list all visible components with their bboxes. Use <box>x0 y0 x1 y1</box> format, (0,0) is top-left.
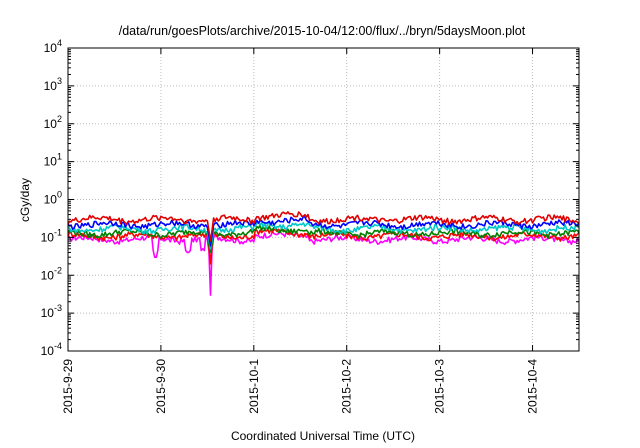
x-tick-label: 2015-10-2 <box>340 359 354 414</box>
y-tick-label: 102 <box>44 114 62 131</box>
y-axis: 104 103 102 101 100 10-1 10-2 10-3 10-4 <box>41 38 579 358</box>
x-axis-label: Coordinated Universal Time (UTC) <box>231 429 415 443</box>
x-tick-label: 2015-10-4 <box>526 359 540 414</box>
y-axis-label: cGy/day <box>18 178 32 222</box>
x-axis: 2015-9-29 2015-9-30 2015-10-1 2015-10-2 2015… <box>61 48 540 414</box>
x-tick-label: 2015-9-30 <box>154 359 168 414</box>
y-tick-label: 10-4 <box>41 341 62 358</box>
series-line <box>67 230 580 296</box>
y-tick-label: 10-1 <box>41 227 62 244</box>
series-line <box>67 215 580 247</box>
grid <box>68 48 579 351</box>
y-tick-label: 100 <box>44 190 62 207</box>
series-line <box>67 211 580 242</box>
chart-title: /data/run/goesPlots/archive/2015-10-04/1… <box>119 24 526 38</box>
x-tick-label: 2015-10-1 <box>247 359 261 414</box>
series-line <box>67 228 580 265</box>
plot-area <box>67 211 580 296</box>
y-tick-label: 101 <box>44 152 62 169</box>
y-tick-label: 103 <box>44 76 62 93</box>
y-tick-label: 10-2 <box>41 265 62 282</box>
x-tick-label: 2015-9-29 <box>61 359 75 414</box>
x-tick-label: 2015-10-3 <box>433 359 447 414</box>
y-tick-label: 104 <box>44 38 62 55</box>
y-tick-label: 10-3 <box>41 303 62 320</box>
